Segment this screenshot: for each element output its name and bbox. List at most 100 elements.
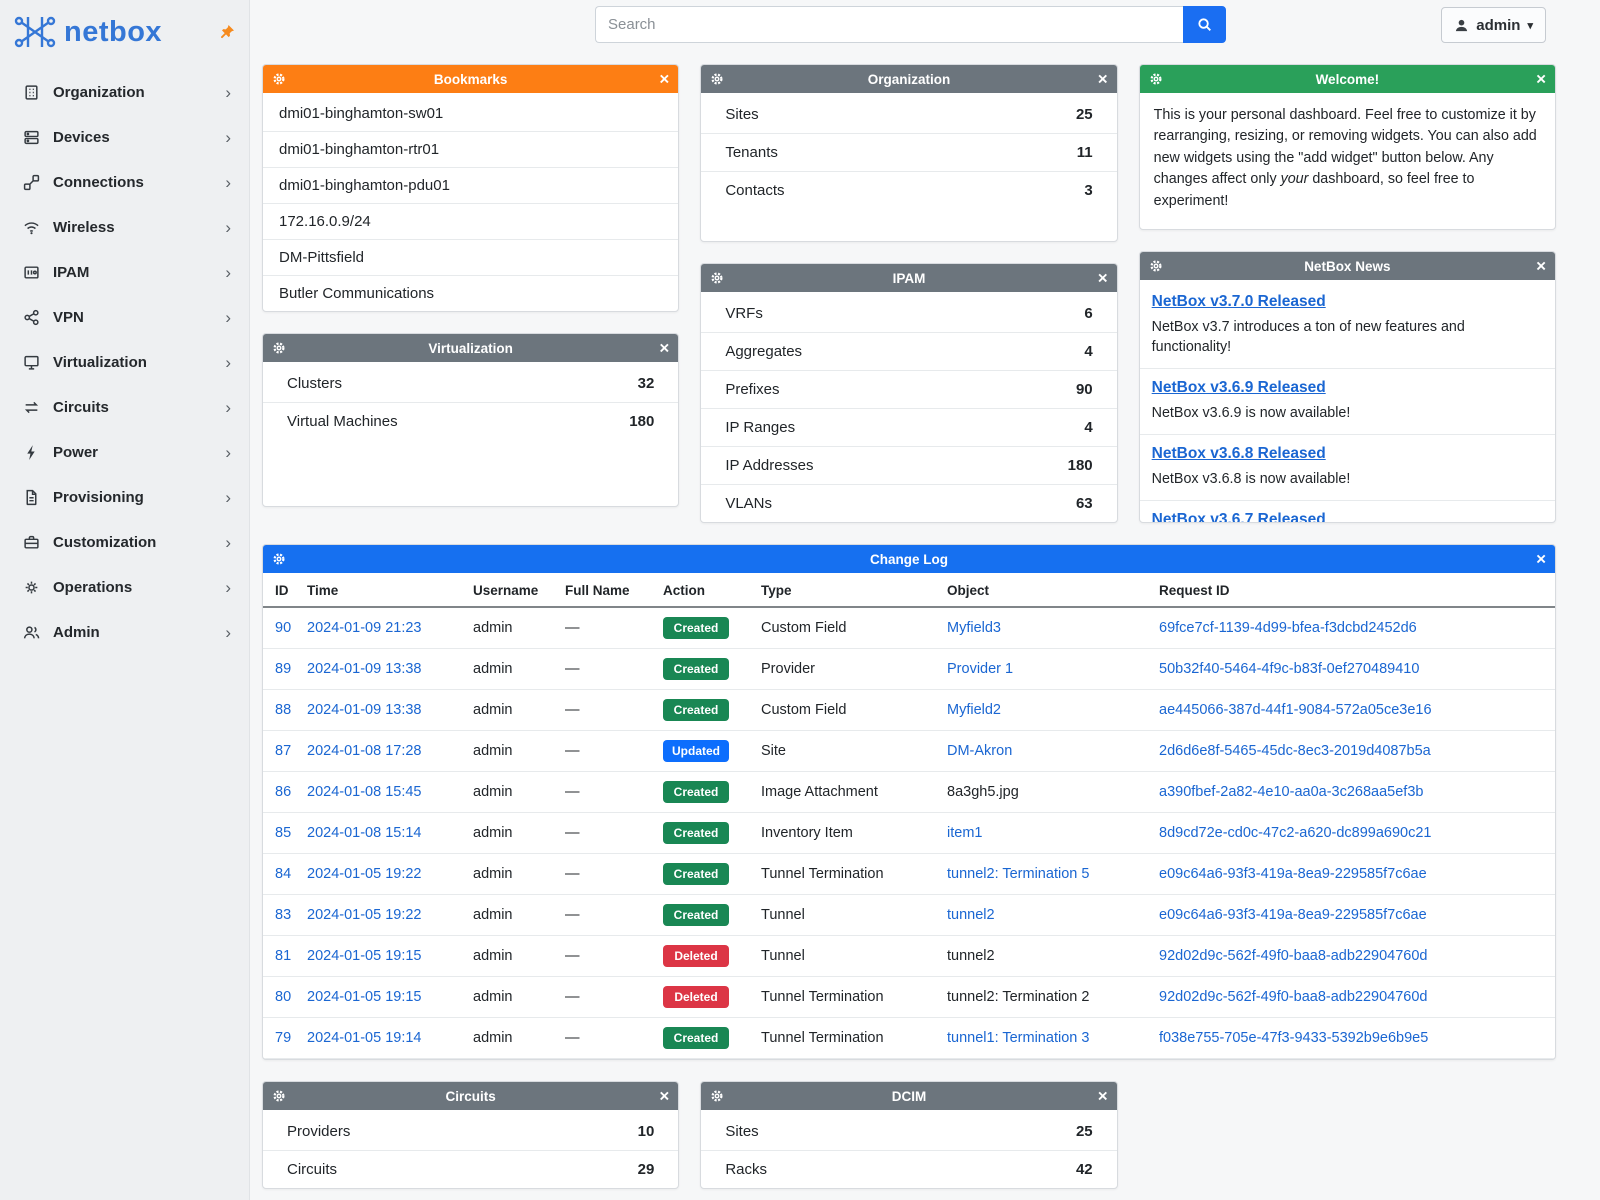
sidebar-item-admin[interactable]: Admin › — [0, 610, 249, 655]
stat-row[interactable]: Contacts 3 — [701, 172, 1116, 209]
change-request-link[interactable]: e09c64a6-93f3-419a-8ea9-229585f7c6ae — [1159, 866, 1427, 882]
change-object-link[interactable]: tunnel2 — [947, 907, 995, 923]
change-time-link[interactable]: 2024-01-05 19:15 — [307, 989, 422, 1005]
widget-config-icon[interactable] — [272, 72, 286, 86]
sidebar-item-vpn[interactable]: VPN › — [0, 295, 249, 340]
stat-row[interactable]: Virtual Machines 180 — [263, 403, 678, 440]
stat-row[interactable]: Circuits 29 — [263, 1151, 678, 1188]
stat-row[interactable]: Providers 10 — [263, 1113, 679, 1151]
change-request-link[interactable]: e09c64a6-93f3-419a-8ea9-229585f7c6ae — [1159, 907, 1427, 923]
bookmark-item[interactable]: dmi01-binghamton-pdu01 — [263, 168, 679, 204]
sidebar-item-power[interactable]: Power › — [0, 430, 249, 475]
widget-config-icon[interactable] — [710, 1089, 724, 1103]
brand-name[interactable]: netbox — [64, 15, 163, 48]
sidebar-item-virtualization[interactable]: Virtualization › — [0, 340, 249, 385]
stat-row[interactable]: Tenants 11 — [701, 134, 1117, 172]
widget-config-icon[interactable] — [272, 552, 286, 566]
sidebar-item-wireless[interactable]: Wireless › — [0, 205, 249, 250]
widget-close-icon[interactable]: × — [1536, 549, 1546, 569]
change-request-link[interactable]: 2d6d6e8f-5465-45dc-8ec3-2019d4087b5a — [1159, 743, 1431, 759]
bookmark-item[interactable]: Butler Communications — [279, 285, 435, 302]
bookmark-item[interactable]: DM-Pittsfield — [263, 240, 679, 276]
change-object-link[interactable]: DM-Akron — [947, 743, 1013, 759]
sidebar-item-ipam[interactable]: IPAM › — [0, 250, 249, 295]
change-id-link[interactable]: 88 — [275, 702, 292, 718]
change-time-link[interactable]: 2024-01-05 19:22 — [307, 907, 422, 923]
change-request-link[interactable]: 8d9cd72e-cd0c-47c2-a620-dc899a690c21 — [1159, 825, 1432, 841]
widget-config-icon[interactable] — [272, 1089, 286, 1103]
widget-config-icon[interactable] — [1149, 72, 1163, 86]
sidebar-item-operations[interactable]: Operations › — [0, 565, 249, 610]
news-headline-link[interactable]: NetBox v3.6.7 Released — [1151, 511, 1326, 523]
search-button[interactable] — [1183, 6, 1226, 43]
change-request-link[interactable]: 92d02d9c-562f-49f0-baa8-adb22904760d — [1159, 989, 1428, 1005]
news-headline-link[interactable]: NetBox v3.6.9 Released — [1151, 379, 1326, 397]
sidebar-item-organization[interactable]: Organization › — [0, 70, 249, 115]
widget-close-icon[interactable]: × — [1097, 1086, 1108, 1106]
change-id-link[interactable]: 90 — [275, 620, 292, 636]
stat-row[interactable]: VLANs 63 — [701, 485, 1116, 522]
change-id-link[interactable]: 89 — [275, 661, 292, 677]
bookmark-item[interactable]: dmi01-binghamton-rtr01 — [263, 132, 679, 168]
change-id-link[interactable]: 84 — [275, 866, 292, 882]
change-request-link[interactable]: 69fce7cf-1139-4d99-bfea-f3dcbd2452d6 — [1159, 620, 1417, 636]
search-input[interactable] — [595, 6, 1183, 43]
change-object-link[interactable]: tunnel1: Termination 3 — [947, 1030, 1090, 1046]
news-headline-link[interactable]: NetBox v3.7.0 Released — [1151, 293, 1326, 310]
change-id-link[interactable]: 80 — [275, 989, 292, 1005]
change-request-link[interactable]: a390fbef-2a82-4e10-aa0a-3c268aa5ef3b — [1159, 784, 1424, 800]
stat-row[interactable]: VRFs 6 — [701, 295, 1117, 333]
change-id-link[interactable]: 85 — [275, 825, 292, 841]
change-object-link[interactable]: Myfield3 — [947, 620, 1001, 636]
change-time-link[interactable]: 2024-01-08 15:45 — [307, 784, 422, 800]
change-id-link[interactable]: 87 — [275, 743, 292, 759]
widget-close-icon[interactable]: × — [659, 1086, 670, 1106]
stat-row[interactable]: Sites 25 — [701, 1113, 1117, 1151]
widget-close-icon[interactable]: × — [659, 69, 670, 89]
stat-row[interactable]: Clusters 32 — [263, 365, 679, 403]
user-menu-button[interactable]: admin ▾ — [1441, 7, 1546, 43]
change-time-link[interactable]: 2024-01-09 13:38 — [307, 661, 422, 677]
change-id-link[interactable]: 81 — [275, 948, 292, 964]
netbox-logo-icon[interactable] — [14, 14, 56, 50]
change-request-link[interactable]: 92d02d9c-562f-49f0-baa8-adb22904760d — [1159, 948, 1428, 964]
change-request-link[interactable]: 50b32f40-5464-4f9c-b83f-0ef270489410 — [1159, 661, 1420, 677]
sidebar-item-devices[interactable]: Devices › — [0, 115, 249, 160]
change-id-link[interactable]: 79 — [275, 1030, 292, 1046]
change-object-link[interactable]: Myfield2 — [947, 702, 1001, 718]
bookmark-item[interactable]: dmi01-binghamton-sw01 — [263, 96, 679, 132]
change-request-link[interactable]: f038e755-705e-47f3-9433-5392b9e6b9e5 — [1159, 1030, 1429, 1046]
change-time-link[interactable]: 2024-01-05 19:14 — [307, 1030, 422, 1046]
stat-row[interactable]: IP Ranges 4 — [701, 409, 1117, 447]
widget-close-icon[interactable]: × — [1097, 268, 1108, 288]
change-request-link[interactable]: ae445066-387d-44f1-9084-572a05ce3e16 — [1159, 702, 1432, 718]
change-id-link[interactable]: 83 — [275, 907, 292, 923]
sidebar-item-circuits[interactable]: Circuits › — [0, 385, 249, 430]
sidebar-item-connections[interactable]: Connections › — [0, 160, 249, 205]
bookmark-item[interactable]: 172.16.0.9/24 — [263, 204, 679, 240]
stat-row[interactable]: Aggregates 4 — [701, 333, 1117, 371]
stat-row[interactable]: IP Addresses 180 — [701, 447, 1117, 485]
change-time-link[interactable]: 2024-01-05 19:15 — [307, 948, 422, 964]
stat-row[interactable]: Prefixes 90 — [701, 371, 1117, 409]
news-headline-link[interactable]: NetBox v3.6.8 Released — [1151, 445, 1326, 463]
pin-sidebar-icon[interactable] — [219, 24, 235, 40]
change-time-link[interactable]: 2024-01-09 13:38 — [307, 702, 422, 718]
stat-row[interactable]: Racks 42 — [701, 1151, 1116, 1188]
widget-close-icon[interactable]: × — [1097, 69, 1108, 89]
sidebar-item-customization[interactable]: Customization › — [0, 520, 249, 565]
sidebar-item-provisioning[interactable]: Provisioning › — [0, 475, 249, 520]
widget-config-icon[interactable] — [272, 341, 286, 355]
widget-config-icon[interactable] — [1149, 259, 1163, 273]
widget-close-icon[interactable]: × — [1536, 69, 1546, 89]
change-object-link[interactable]: Provider 1 — [947, 661, 1014, 677]
change-object-link[interactable]: item1 — [947, 825, 983, 841]
change-time-link[interactable]: 2024-01-05 19:22 — [307, 866, 422, 882]
stat-row[interactable]: Sites 25 — [701, 96, 1117, 134]
widget-close-icon[interactable]: × — [659, 338, 670, 358]
change-time-link[interactable]: 2024-01-09 21:23 — [307, 620, 422, 636]
change-object-link[interactable]: tunnel2: Termination 5 — [947, 866, 1090, 882]
change-id-link[interactable]: 86 — [275, 784, 292, 800]
widget-close-icon[interactable]: × — [1536, 256, 1546, 276]
change-time-link[interactable]: 2024-01-08 17:28 — [307, 743, 422, 759]
